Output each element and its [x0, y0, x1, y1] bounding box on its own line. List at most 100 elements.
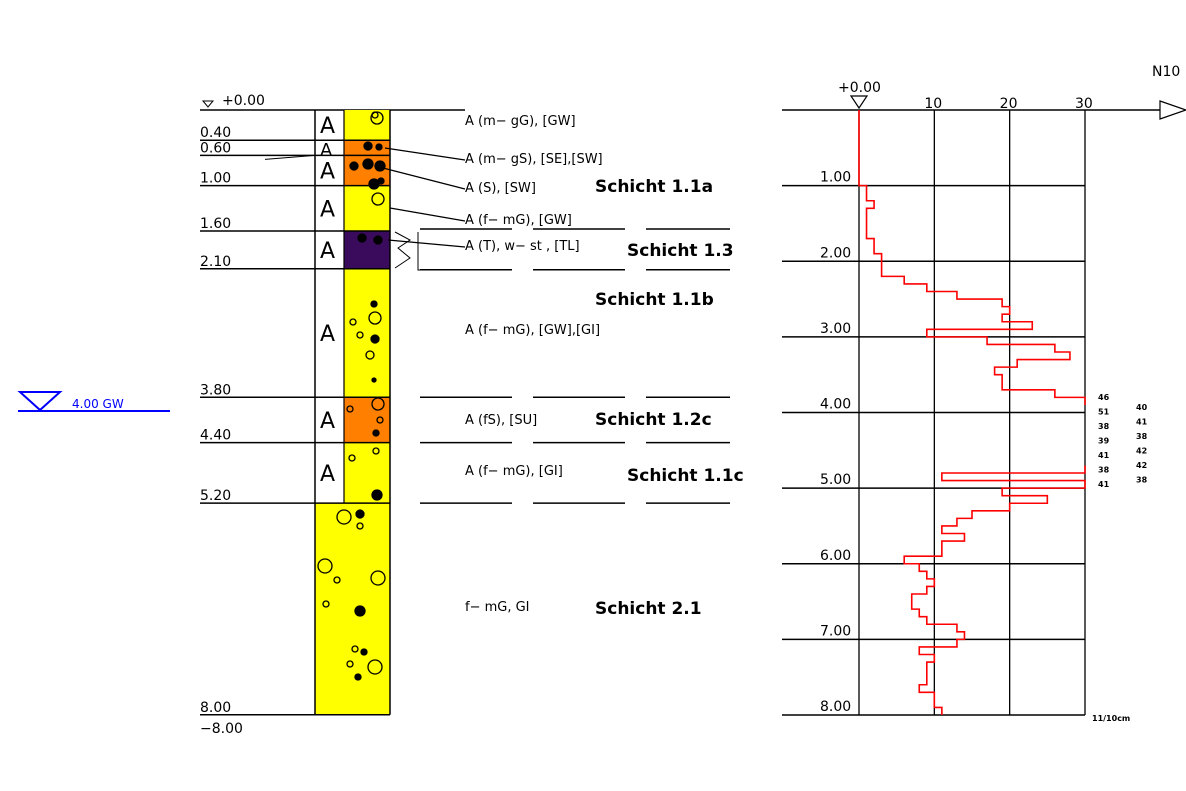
gravel-open-icon	[368, 311, 382, 325]
layer-code: A	[320, 114, 335, 139]
gravel-filled-icon	[354, 605, 366, 617]
chart-x-tick-label: 10	[924, 96, 942, 112]
soil-layer-fill	[315, 503, 390, 715]
chart-series-line	[858, 110, 1086, 405]
gravel-open-icon	[317, 558, 333, 574]
gravel-open-icon	[336, 509, 352, 525]
off-scale-value: 38	[1136, 432, 1148, 441]
break-line	[417, 232, 420, 271]
log-top-marker: +0.00	[200, 93, 465, 111]
depth-label: 2.10	[200, 254, 231, 270]
gravel-open-icon	[376, 416, 384, 424]
layer-description: A (fS), [SU]	[465, 413, 537, 428]
gravel-filled-icon	[363, 141, 373, 151]
layer-description: A (S), [SW]	[465, 181, 536, 196]
gravel-open-icon	[346, 405, 354, 413]
chart-title: N10	[1152, 64, 1180, 80]
leader-line	[389, 207, 466, 222]
layer-description: A (T), w− st , [TL]	[465, 239, 580, 254]
chart-y-ticks: 1.00 2.00 3.00 4.00 5.00 6.00 7.00 8.00	[820, 170, 851, 715]
schicht-label: Schicht 1.1a	[595, 177, 713, 197]
schicht-label: Schicht 1.1c	[627, 466, 744, 486]
chart-y-tick-label: 4.00	[820, 397, 851, 413]
chart-x-tick-label: 20	[1000, 96, 1018, 112]
gravel-open-icon	[356, 331, 364, 339]
depth-label: 1.00	[200, 171, 231, 187]
chart-y-tick-label: 3.00	[820, 321, 851, 337]
off-scale-value: 38	[1098, 422, 1110, 431]
chart-datum-triangle-icon	[849, 95, 869, 110]
chart-top-label: +0.00	[838, 80, 881, 96]
schicht-label: Schicht 2.1	[595, 599, 702, 619]
chart-axis-arrow-icon	[1159, 100, 1186, 120]
gravel-open-icon	[371, 397, 385, 411]
chart-unit-label: 11/10cm	[1092, 714, 1130, 723]
gravel-filled-icon	[371, 489, 383, 501]
schicht-label: Schicht 1.3	[627, 241, 734, 261]
gravel-open-icon	[333, 576, 341, 584]
gravel-filled-icon	[372, 429, 380, 437]
layer-description: A (f− mG), [GW],[GI]	[465, 323, 600, 338]
layer-code: A	[320, 322, 335, 347]
datum-triangle-icon	[201, 100, 215, 108]
layer-descriptions: A (m− gG), [GW] A (m− gS), [SE],[SW] A (S)…	[465, 114, 603, 615]
depth-label: 5.20	[200, 488, 231, 504]
schicht-labels: Schicht 1.1a Schicht 1.3 Schicht 1.1b Sc…	[595, 177, 744, 619]
depth-label: 3.80	[200, 382, 231, 398]
chart-x-tick-label: 30	[1075, 96, 1093, 112]
chart-y-tick-label: 1.00	[820, 170, 851, 186]
chart-series-line	[903, 465, 1086, 715]
off-scale-value: 41	[1098, 451, 1110, 460]
chart-x-ticks: 10 20 30	[924, 96, 1092, 112]
off-scale-values: 46 51 38 39 41 38 41 40 41 38 42 42 38	[1098, 393, 1148, 489]
gravel-open-icon	[367, 659, 383, 675]
groundwater-marker: 4.00 GW	[17, 391, 170, 412]
gravel-filled-icon	[371, 377, 377, 383]
gravel-filled-icon	[374, 160, 386, 172]
soil-layer-fill	[344, 110, 390, 141]
off-scale-value: 39	[1098, 437, 1110, 446]
off-scale-value: 40	[1136, 403, 1148, 412]
layer-description: A (f− mG), [GW]	[465, 213, 572, 228]
depth-label: 8.00	[200, 700, 231, 716]
gravel-open-icon	[351, 645, 359, 653]
depth-label: 4.40	[200, 428, 231, 444]
chart-grid	[782, 109, 1160, 716]
off-scale-value: 41	[1136, 418, 1148, 427]
off-scale-value: 38	[1098, 466, 1110, 475]
groundwater-label: 4.00 GW	[72, 397, 124, 411]
gravel-open-icon	[349, 318, 357, 326]
gravel-open-icon	[370, 570, 386, 586]
off-scale-value: 46	[1098, 393, 1110, 402]
chart-series	[858, 110, 1086, 715]
gravel-open-icon	[372, 447, 380, 455]
depth-label: 0.60	[200, 140, 231, 156]
break-zigzag	[394, 231, 411, 269]
log-bottom-label: −8.00	[200, 721, 243, 737]
soil-layer-fill	[344, 442, 390, 504]
gravel-filled-icon	[373, 235, 383, 245]
log-top-label: +0.00	[222, 93, 265, 109]
leader-line	[387, 239, 466, 248]
layer-code: A	[320, 197, 335, 222]
chart-y-tick-label: 7.00	[820, 623, 851, 639]
layer-description: f− mG, GI	[465, 600, 530, 615]
depth-labels: 0.400.60 1.00 1.60 2.10 3.80 4.40 5.20 8.00	[200, 125, 231, 716]
gravel-filled-icon	[370, 334, 380, 344]
schicht-separators	[420, 228, 730, 504]
schicht-label: Schicht 1.2c	[595, 410, 712, 430]
off-scale-value: 42	[1136, 461, 1147, 470]
off-scale-value: 42	[1136, 447, 1147, 456]
gravel-filled-icon	[357, 233, 367, 243]
gravel-open-icon	[365, 350, 375, 360]
chart-y-tick-label: 6.00	[820, 548, 851, 564]
gravel-filled-icon	[375, 143, 383, 151]
soil-layer-fill	[344, 397, 390, 443]
layer-code: A	[320, 409, 335, 434]
layer-code: A	[320, 140, 333, 161]
gravel-open-icon	[356, 522, 364, 530]
chart-y-tick-label: 2.00	[820, 245, 851, 261]
gravel-filled-icon	[370, 300, 378, 308]
